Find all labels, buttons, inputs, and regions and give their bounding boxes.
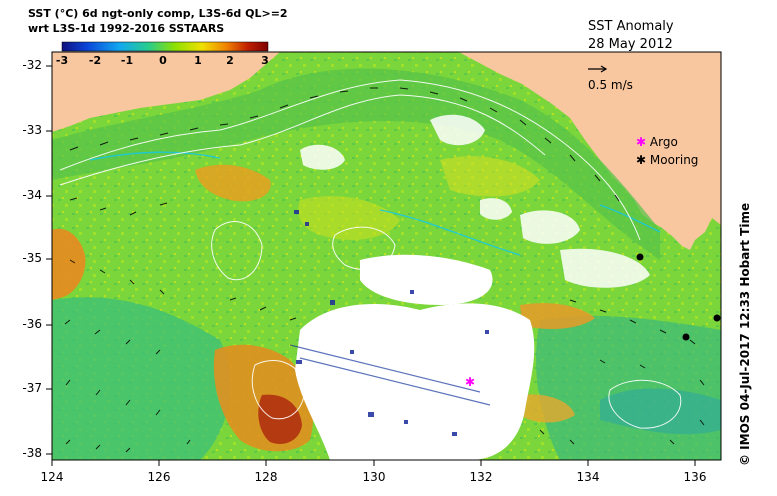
legend-mooring: ✱ Mooring [636,153,698,167]
y-tick-label: -37 [22,381,42,395]
no-data-region [295,303,535,460]
x-tick-label: 126 [147,470,171,484]
x-tick-label: 130 [362,470,386,484]
x-tick-label: 128 [254,470,278,484]
mooring-label: Mooring [649,153,699,167]
legend-argo: ✱ Argo [636,135,678,149]
map-frame [51,51,722,461]
x-tick-label: 134 [576,470,600,484]
land-mass [52,52,721,250]
map-date: 28 May 2012 [588,37,673,52]
mooring-markers [636,253,721,341]
colorbar-tick: -1 [120,54,134,67]
colorbar-tick: -2 [88,54,102,67]
x-tick-label: 136 [683,470,707,484]
x-tick-label: 124 [40,470,64,484]
y-tick-label: -35 [22,251,42,265]
colorbar-tick: -3 [55,54,69,67]
warm-anomaly-north [195,164,271,202]
scale-label: 0.5 m/s [588,78,633,92]
map-title: SST Anomaly [588,19,674,34]
argo-label: Argo [649,135,678,149]
scale-arrow [588,65,608,73]
credit-text: © IMOS 04-Jul-2017 12:33 Hobart Time [738,202,752,466]
y-tick-label: -33 [22,123,42,137]
argo-symbol: ✱ [636,135,647,149]
current-arrows [64,87,705,453]
mooring-symbol: ✱ [636,153,647,167]
y-tick-label: -32 [22,58,42,72]
colorbar-tick: 1 [194,54,202,67]
colorbar [61,41,269,52]
warm-anomaly-west [52,228,86,300]
colorbar-tick: 0 [159,54,167,67]
header-line-1: SST (°C) 6d ngt-only comp, L3S-6d QL>=2 [28,7,288,20]
argo-marker: ✱ [465,375,475,389]
colorbar-tick: 2 [226,54,234,67]
y-tick-label: -36 [22,317,42,331]
colorbar-tick: 3 [261,54,269,67]
x-tick-label: 132 [469,470,493,484]
y-tick-label: -34 [22,188,42,202]
y-tick-label: -38 [22,446,42,460]
header-line-2: wrt L3S-1d 1992-2016 SSTAARS [28,22,225,35]
